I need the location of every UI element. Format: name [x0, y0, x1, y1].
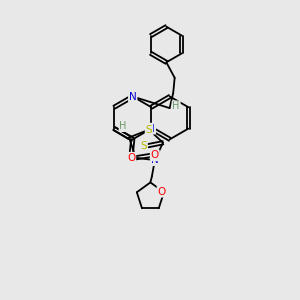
Text: N: N	[151, 155, 159, 165]
Text: N: N	[147, 124, 155, 134]
Text: H: H	[172, 101, 180, 111]
Text: O: O	[127, 153, 135, 163]
Text: N: N	[129, 92, 136, 101]
Text: S: S	[140, 141, 147, 151]
Text: O: O	[158, 187, 166, 197]
Text: O: O	[151, 150, 159, 161]
Text: H: H	[119, 121, 127, 131]
Text: S: S	[146, 124, 152, 135]
